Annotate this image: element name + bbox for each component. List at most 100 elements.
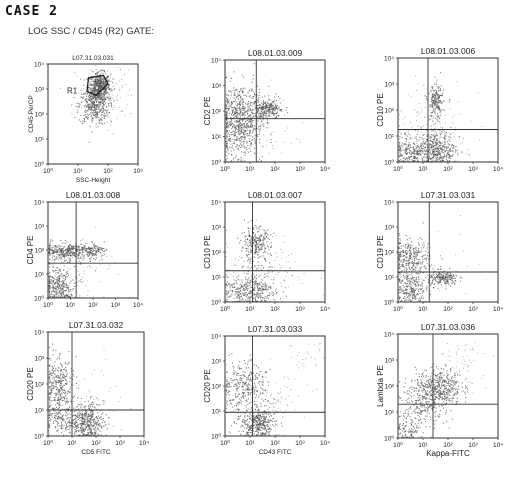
scatter-point — [272, 108, 274, 110]
scatter-point — [72, 246, 74, 248]
scatter-point — [92, 250, 94, 252]
scatter-point — [431, 130, 433, 132]
scatter-point — [62, 292, 63, 294]
scatter-point — [244, 292, 246, 294]
scatter-point — [244, 160, 246, 162]
scatter-point — [270, 234, 272, 236]
scatter-point — [265, 144, 267, 146]
scatter-point — [417, 150, 419, 152]
scatter-point — [91, 107, 93, 109]
scatter-point — [432, 97, 434, 99]
scatter-point — [435, 158, 437, 160]
scatter-point — [429, 140, 431, 142]
scatter-point — [423, 245, 425, 247]
scatter-point — [62, 275, 64, 277]
scatter-point — [275, 106, 277, 108]
scatter-point — [82, 120, 84, 122]
scatter-point — [226, 98, 228, 100]
gate-polygon[interactable] — [86, 74, 109, 97]
scatter-point — [417, 273, 419, 275]
scatter-point — [242, 128, 243, 130]
scatter-point — [239, 125, 241, 127]
scatter-point — [257, 243, 259, 245]
scatter-point — [432, 150, 434, 152]
scatter-point — [415, 161, 417, 163]
scatter-point — [450, 137, 452, 139]
scatter-point — [266, 122, 268, 124]
scatter-point — [235, 115, 237, 117]
scatter-point — [103, 111, 105, 113]
scatter-point — [73, 255, 75, 256]
scatter-point — [431, 99, 433, 101]
scatter-point — [433, 141, 435, 143]
scatter-point — [458, 136, 460, 138]
scatter-point — [236, 116, 238, 118]
scatter-point — [244, 107, 246, 109]
scatter-point — [254, 285, 256, 287]
scatter-point — [52, 280, 54, 282]
scatter-point — [104, 253, 106, 255]
scatter-point — [299, 279, 301, 281]
scatter-point — [421, 149, 423, 151]
scatter-point — [58, 270, 60, 272]
scatter-point — [97, 78, 99, 80]
scatter-point — [81, 282, 83, 284]
scatter-point — [263, 257, 265, 259]
scatter-point — [261, 96, 263, 98]
scatter-point — [60, 251, 62, 253]
scatter-point — [81, 107, 82, 109]
scatter-point — [63, 292, 65, 294]
scatter-point — [268, 109, 270, 111]
scatter-point — [103, 76, 105, 78]
scatter-point — [93, 246, 95, 248]
scatter-point — [433, 153, 435, 155]
scatter-point — [284, 114, 285, 116]
scatter-point — [96, 100, 98, 102]
scatter-point — [233, 130, 235, 132]
scatter-point — [423, 143, 425, 145]
scatter-point — [429, 119, 431, 121]
scatter-point — [63, 290, 65, 292]
scatter-point — [61, 289, 63, 291]
scatter-point — [256, 85, 258, 87]
scatter-point — [258, 289, 260, 291]
scatter-point — [264, 110, 266, 112]
scatter-point — [249, 138, 251, 140]
scatter-point — [57, 296, 59, 298]
scatter-point — [89, 247, 91, 249]
scatter-point — [68, 248, 70, 250]
scatter-point — [91, 106, 93, 108]
scatter-point — [254, 250, 256, 252]
scatter-point — [259, 236, 261, 238]
scatter-point — [277, 291, 279, 293]
scatter-point — [89, 83, 91, 85]
scatter-point — [225, 122, 227, 124]
scatter-point — [255, 281, 257, 283]
scatter-point — [249, 124, 251, 126]
scatter-point — [436, 104, 438, 106]
scatter-point — [73, 253, 75, 255]
scatter-point — [442, 130, 444, 132]
scatter-point — [270, 112, 272, 114]
scatter-point — [431, 87, 433, 89]
scatter-point — [98, 83, 100, 84]
scatter-point — [406, 148, 408, 150]
scatter-point — [250, 126, 252, 128]
scatter-point — [435, 98, 437, 100]
scatter-point — [418, 147, 420, 149]
scatter-point — [424, 156, 426, 158]
scatter-point — [110, 76, 111, 78]
y-axis-label: CD10 PE — [203, 235, 212, 268]
scatter-point — [69, 258, 71, 260]
scatter-point — [76, 277, 78, 279]
scatter-point — [427, 151, 429, 153]
scatter-point — [292, 275, 293, 277]
scatter-point — [234, 127, 236, 129]
scatter-point — [225, 146, 227, 147]
scatter-point — [274, 277, 276, 278]
scatter-point — [417, 111, 419, 113]
scatter-point — [401, 160, 403, 162]
scatter-point — [93, 92, 95, 94]
scatter-point — [236, 160, 238, 162]
scatter-point — [271, 113, 273, 115]
